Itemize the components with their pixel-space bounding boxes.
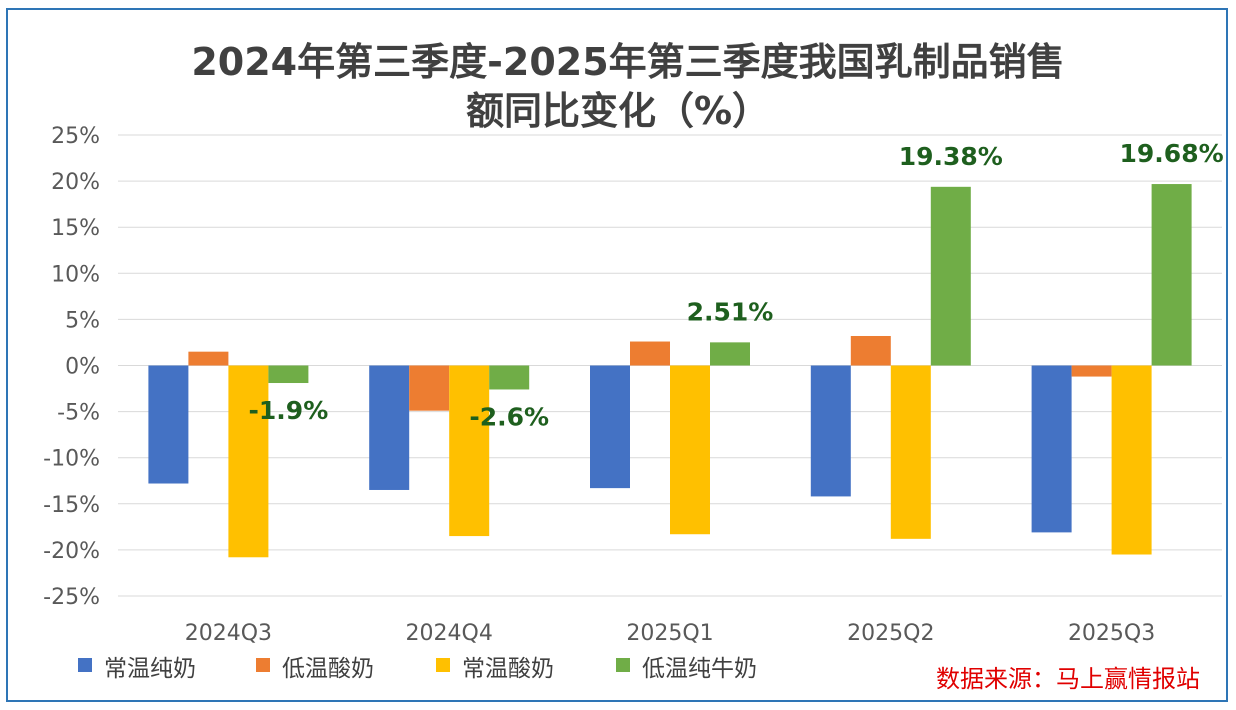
legend: 常温纯奶 低温酸奶 常温酸奶 低温纯牛奶 (78, 656, 757, 682)
y-tick-label: -20% (43, 539, 100, 564)
data-label: 19.68% (1120, 139, 1224, 168)
bar-3-2025Q1 (670, 365, 710, 535)
bar-3-2025Q2 (890, 365, 931, 539)
bar-2-2024Q3 (188, 351, 229, 366)
bar-1-2024Q4 (369, 365, 410, 490)
bar-4-2024Q4 (489, 365, 530, 390)
data-labels: -1.9% -2.6% 2.51% 19.38% 19.68% (249, 139, 1224, 431)
y-tick-label: -5% (57, 401, 100, 426)
legend-swatch (78, 658, 92, 672)
bar-2-2025Q1 (630, 341, 670, 366)
data-label: -2.6% (469, 402, 549, 431)
y-tick-label: 5% (65, 308, 100, 333)
bar-2-2025Q3 (1071, 365, 1112, 377)
legend-swatch (436, 658, 450, 672)
bar-1-2024Q3 (148, 365, 189, 484)
bar-1-2025Q3 (1031, 365, 1072, 533)
y-tick-label: 20% (51, 170, 100, 195)
bar-3-2024Q4 (449, 365, 490, 537)
data-label: 2.51% (687, 297, 774, 326)
data-source-note: 数据来源：马上赢情报站 (936, 665, 1200, 693)
x-axis-categories: 2024Q3 2024Q4 2025Q1 2025Q2 2025Q3 (185, 621, 1156, 646)
legend-label: 常温酸奶 (462, 656, 554, 682)
y-tick-label: 25% (51, 124, 100, 149)
legend-swatch (256, 658, 270, 672)
legend-label: 低温酸奶 (282, 656, 374, 682)
chart-title-line1: 2024年第三季度-2025年第三季度我国乳制品销售 (191, 40, 1064, 84)
y-axis-ticks: 25% 20% 15% 10% 5% 0% -5% -10% -15% -20% -25% (43, 124, 100, 610)
bar-2-2024Q4 (409, 365, 450, 411)
legend-swatch (616, 658, 630, 672)
legend-label: 低温纯牛奶 (642, 656, 757, 682)
bar-1-2025Q2 (810, 365, 851, 497)
bar-3-2024Q3 (228, 365, 269, 558)
data-label: -1.9% (249, 396, 329, 425)
x-category-label: 2024Q4 (406, 621, 493, 646)
bars (148, 184, 1192, 558)
bar-4-2025Q3 (1151, 184, 1192, 366)
x-category-label: 2024Q3 (185, 621, 272, 646)
x-category-label: 2025Q2 (847, 621, 934, 646)
y-tick-label: -25% (43, 585, 100, 610)
legend-label: 常温纯奶 (104, 656, 196, 682)
bar-2-2025Q2 (850, 335, 891, 366)
bar-4-2024Q3 (268, 365, 309, 384)
y-tick-label: 0% (65, 355, 100, 380)
bar-1-2025Q1 (590, 365, 630, 489)
y-tick-label: -10% (43, 447, 100, 472)
y-tick-label: 15% (51, 216, 100, 241)
bar-4-2025Q2 (930, 186, 971, 366)
bar-3-2025Q3 (1111, 365, 1152, 555)
y-tick-label: 10% (51, 262, 100, 287)
y-tick-label: -15% (43, 493, 100, 518)
x-category-label: 2025Q3 (1068, 621, 1155, 646)
bar-4-2025Q1 (710, 342, 750, 366)
data-label: 19.38% (899, 142, 1003, 171)
x-category-label: 2025Q1 (626, 621, 713, 646)
chart-title-line2: 额同比变化（%） (466, 89, 770, 133)
